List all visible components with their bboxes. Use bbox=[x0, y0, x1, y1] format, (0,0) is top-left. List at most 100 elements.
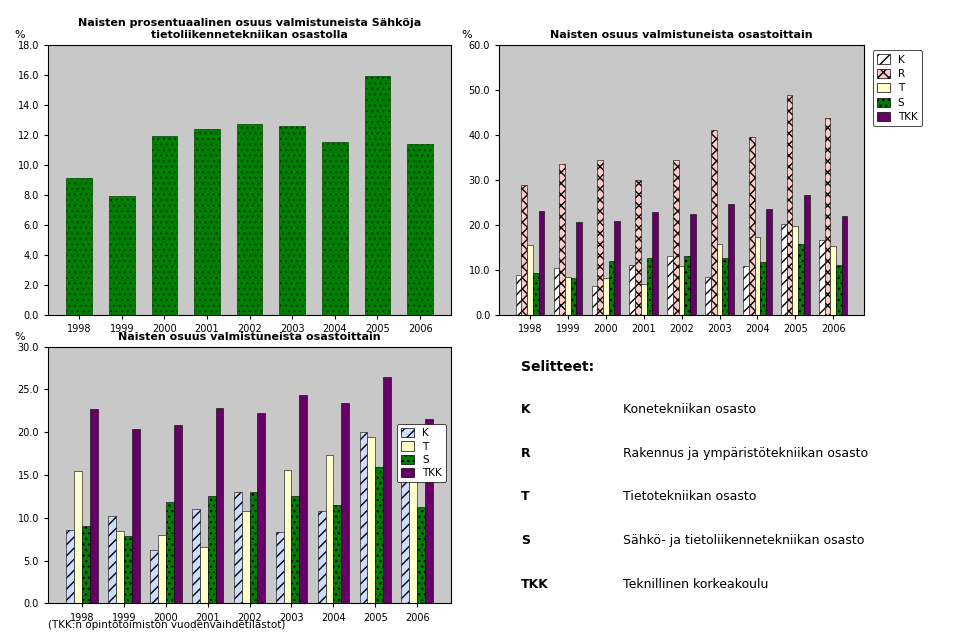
Bar bbox=[679, 266, 684, 315]
Bar bbox=[365, 76, 391, 315]
Bar bbox=[825, 117, 830, 315]
Bar bbox=[641, 284, 646, 315]
Bar bbox=[614, 221, 620, 315]
Bar bbox=[375, 467, 383, 603]
Bar bbox=[521, 185, 527, 315]
Bar bbox=[684, 256, 690, 315]
Bar bbox=[527, 245, 533, 315]
Bar bbox=[250, 492, 257, 603]
Bar bbox=[283, 470, 292, 603]
Bar bbox=[368, 437, 375, 603]
Bar bbox=[728, 205, 733, 315]
Bar bbox=[743, 266, 749, 315]
Bar bbox=[576, 222, 582, 315]
Bar bbox=[636, 180, 641, 315]
Bar bbox=[673, 160, 679, 315]
Bar bbox=[819, 239, 825, 315]
Bar bbox=[646, 258, 652, 315]
Bar bbox=[192, 509, 200, 603]
Bar bbox=[760, 263, 766, 315]
Text: T: T bbox=[521, 490, 530, 503]
Bar bbox=[124, 536, 132, 603]
Bar bbox=[90, 409, 98, 603]
Bar bbox=[781, 224, 787, 315]
Bar bbox=[200, 547, 207, 603]
Bar bbox=[804, 195, 809, 315]
Bar bbox=[108, 196, 134, 315]
Bar bbox=[132, 429, 139, 603]
Bar bbox=[418, 507, 425, 603]
Bar bbox=[787, 95, 792, 315]
Text: K: K bbox=[521, 403, 531, 416]
Bar bbox=[560, 164, 565, 315]
Bar bbox=[609, 261, 614, 315]
Bar bbox=[597, 160, 603, 315]
Bar bbox=[66, 530, 74, 603]
Bar bbox=[116, 531, 124, 603]
Text: TKK: TKK bbox=[521, 578, 549, 591]
Bar bbox=[565, 277, 571, 315]
Y-axis label: %: % bbox=[461, 30, 471, 40]
Text: Tietotekniikan osasto: Tietotekniikan osasto bbox=[623, 490, 756, 503]
Bar bbox=[360, 432, 368, 603]
Bar bbox=[74, 471, 82, 603]
Bar bbox=[667, 256, 673, 315]
Bar bbox=[722, 257, 728, 315]
Title: Naisten osuus valmistuneista osastoittain: Naisten osuus valmistuneista osastoittai… bbox=[550, 30, 813, 40]
Text: Sähkö- ja tietoliikennetekniikan osasto: Sähkö- ja tietoliikennetekniikan osasto bbox=[623, 534, 864, 547]
Bar bbox=[257, 413, 265, 603]
Bar bbox=[717, 245, 722, 315]
Bar bbox=[591, 286, 597, 315]
Bar bbox=[516, 275, 521, 315]
Text: S: S bbox=[521, 534, 530, 547]
Bar bbox=[300, 395, 307, 603]
Bar bbox=[749, 137, 755, 315]
Y-axis label: %: % bbox=[14, 331, 25, 342]
Bar bbox=[333, 505, 341, 603]
Bar bbox=[571, 278, 576, 315]
Bar bbox=[690, 214, 696, 315]
Bar bbox=[292, 496, 300, 603]
Bar bbox=[234, 492, 242, 603]
Text: Selitteet:: Selitteet: bbox=[521, 360, 594, 374]
Bar bbox=[539, 211, 544, 315]
Bar bbox=[554, 268, 560, 315]
Bar bbox=[630, 265, 636, 315]
Text: Konetekniikan osasto: Konetekniikan osasto bbox=[623, 403, 756, 416]
Bar bbox=[603, 278, 609, 315]
Bar bbox=[216, 408, 224, 603]
Bar bbox=[401, 459, 409, 603]
Bar bbox=[383, 377, 391, 603]
Bar bbox=[711, 130, 717, 315]
Bar bbox=[194, 129, 220, 315]
Bar bbox=[150, 550, 158, 603]
Y-axis label: %: % bbox=[14, 30, 25, 40]
Bar bbox=[152, 136, 178, 315]
Title: Naisten osuus valmistuneista osastoittain: Naisten osuus valmistuneista osastoittai… bbox=[118, 332, 381, 342]
Bar bbox=[830, 246, 836, 315]
Bar bbox=[207, 496, 216, 603]
Bar bbox=[766, 209, 772, 315]
Bar bbox=[652, 212, 658, 315]
Legend: K, R, T, S, TKK: K, R, T, S, TKK bbox=[873, 50, 922, 126]
Bar bbox=[318, 511, 325, 603]
Text: (TKK:n opintotoimiston vuodenvaihdetilastot): (TKK:n opintotoimiston vuodenvaihdetilas… bbox=[48, 620, 285, 630]
Bar bbox=[279, 126, 305, 315]
Bar bbox=[842, 216, 848, 315]
Legend: K, T, S, TKK: K, T, S, TKK bbox=[397, 424, 446, 482]
Bar bbox=[755, 237, 760, 315]
Bar bbox=[706, 277, 711, 315]
Text: R: R bbox=[521, 447, 531, 460]
Bar bbox=[792, 227, 798, 315]
Bar bbox=[836, 265, 842, 315]
Title: Naisten prosentuaalinen osuus valmistuneista Sähköja
tietoliikennetekniikan osas: Naisten prosentuaalinen osuus valmistune… bbox=[78, 19, 421, 40]
Bar bbox=[158, 535, 166, 603]
Bar bbox=[407, 144, 433, 315]
Text: Rakennus ja ympäristötekniikan osasto: Rakennus ja ympäristötekniikan osasto bbox=[623, 447, 868, 460]
Bar bbox=[108, 516, 116, 603]
Bar bbox=[425, 419, 433, 603]
Bar bbox=[174, 426, 181, 603]
Bar bbox=[82, 526, 90, 603]
Bar bbox=[325, 455, 333, 603]
Text: Teknillinen korkeakoulu: Teknillinen korkeakoulu bbox=[623, 578, 768, 591]
